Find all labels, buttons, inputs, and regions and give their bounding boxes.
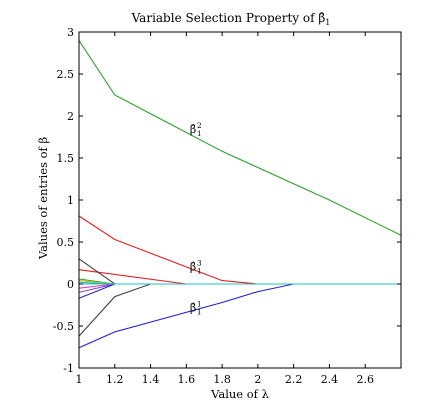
annotation-layer: β̂ 12β̂ 13β̂ 11 [190,121,202,317]
y-tick-label: 2 [67,110,74,123]
x-tick-label: 1.2 [106,373,124,386]
series-line-4 [78,283,401,349]
x-tick-label: 2.4 [321,373,339,386]
y-ticks: -1 -0.5 0 0.5 1 1.5 2 2.5 3 [53,26,401,375]
series-line-1 [78,40,402,236]
series-layer [78,40,402,349]
y-tick-label: 0 [67,278,74,291]
x-tick-label: 1.8 [213,373,231,386]
annotation-beta-1: β̂ 11 [190,300,202,317]
annotation-symbol: β̂ [190,261,196,274]
y-tick-label: -0.5 [53,320,74,333]
x-tick-label: 2 [254,373,261,386]
title-subscript: 1 [325,18,330,27]
x-tick-label: 2.2 [285,373,303,386]
svg-text:Value of λ: Value of λ [210,387,269,401]
y-tick-label: 3 [67,26,74,39]
y-tick-label: -1 [63,362,74,375]
series-line-2 [78,215,401,285]
chart-title: Variable Selection Property of β̂1 [131,11,331,27]
y-tick-label: 0.5 [57,236,75,249]
y-axis-label: Values of entries of β [36,137,50,261]
annotation-superscript: 3 [197,259,202,268]
y-tick-label: 2.5 [57,68,75,81]
series-line-12 [78,283,401,299]
series-line-7 [78,278,401,285]
x-tick-label: 1 [76,373,83,386]
annotation-subscript: 1 [197,129,202,138]
annotation-superscript: 1 [197,300,202,309]
annotation-beta-2: β̂ 12 [190,121,202,138]
annotation-superscript: 2 [197,121,202,130]
x-axis-label: Value of λ [210,387,269,401]
annotation-beta-3: β̂ 13 [190,259,202,276]
x-tick-label: 2.6 [356,373,374,386]
series-line-10 [78,283,401,289]
title-symbol: β̂ [318,11,325,25]
svg-text:Values of entries of β: Values of entries of β [36,137,50,261]
x-ticks: 1 1.2 1.4 1.6 1.8 2 2.2 2.4 2.6 [76,32,374,386]
y-tick-label: 1 [67,194,74,207]
title-main: Variable Selection Property of [131,11,319,25]
series-line-5 [78,258,401,285]
x-tick-label: 1.6 [178,373,196,386]
annotation-subscript: 1 [197,308,202,317]
chart-title-text: Variable Selection Property of β̂1 [131,11,331,27]
x-tick-label: 1.4 [142,373,160,386]
annotation-subscript: 1 [197,267,202,276]
plot-frame [78,31,402,369]
series-line-11 [78,283,401,293]
y-tick-label: 1.5 [57,152,75,165]
annotation-symbol: β̂ [190,123,196,136]
annotation-symbol: β̂ [190,302,196,315]
